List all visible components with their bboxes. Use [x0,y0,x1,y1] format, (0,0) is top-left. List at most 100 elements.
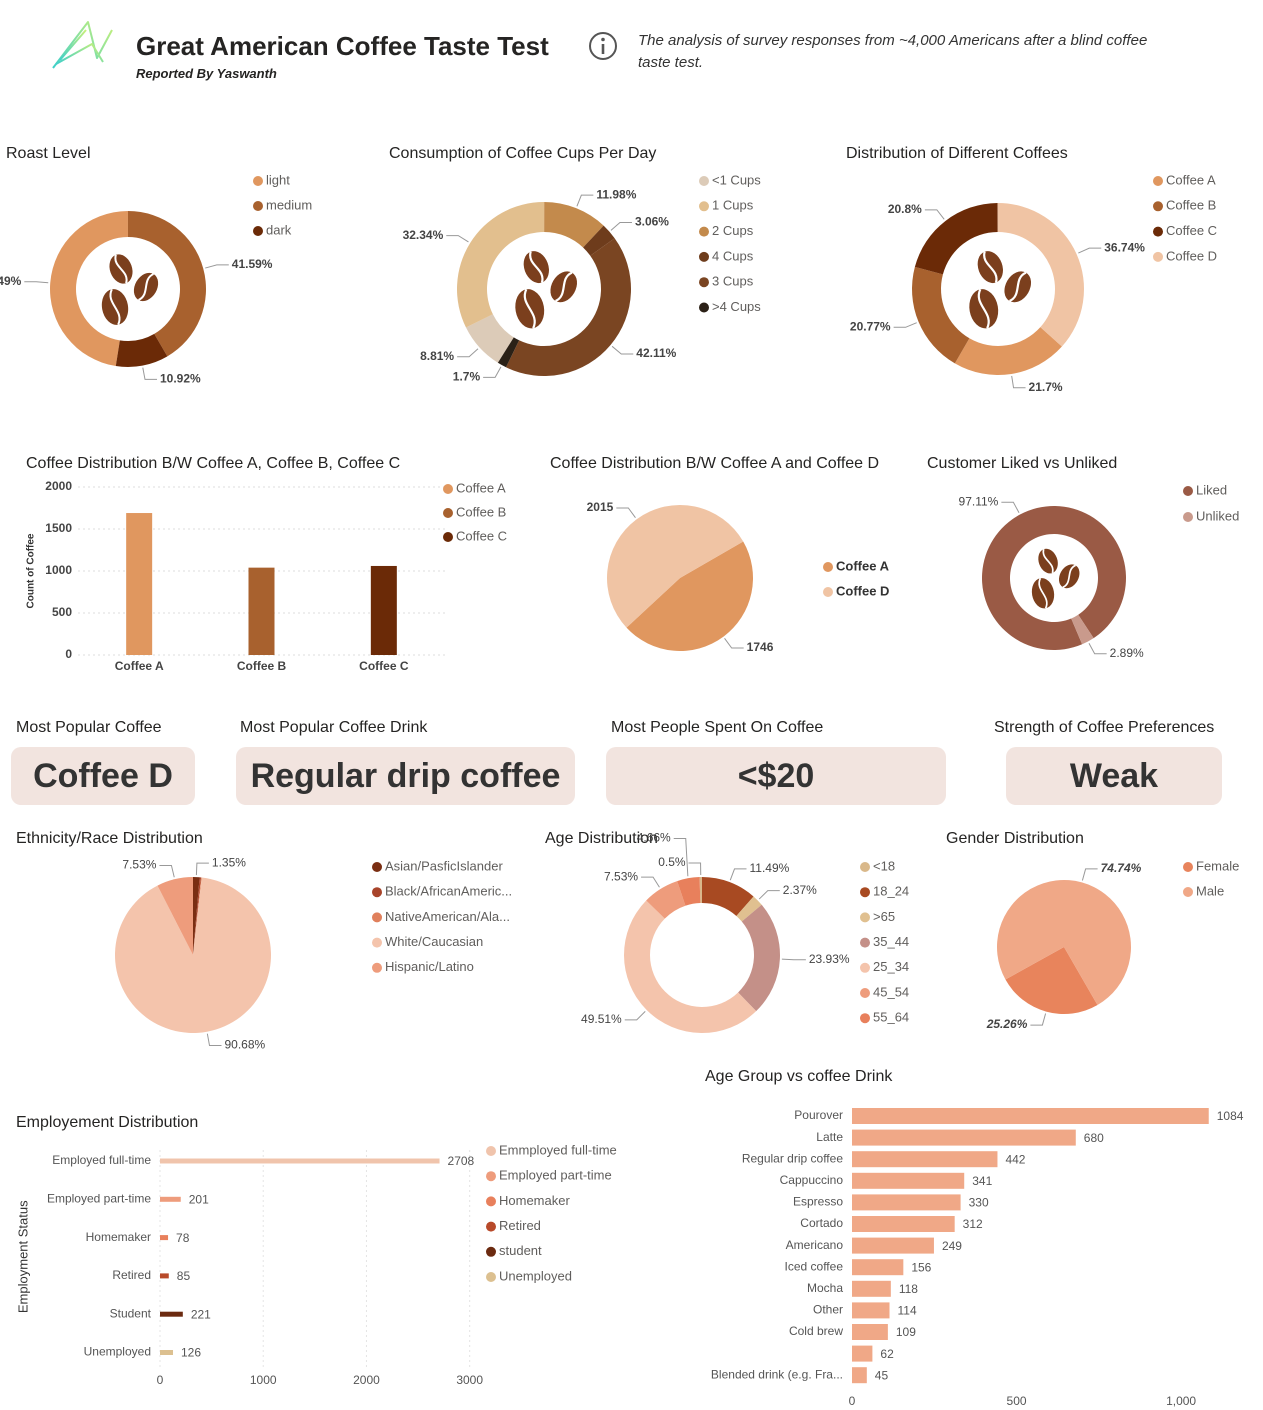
data-label: 2708 [448,1154,475,1168]
coffee-bean-icon [1058,564,1080,589]
chart-title: Coffee Distribution B/W Coffee A and Cof… [550,455,879,472]
x-tick-label: 500 [1007,1394,1027,1408]
legend-marker [860,988,870,998]
legend-marker [860,937,870,948]
legend-label: 45_54 [873,984,909,999]
slice [193,877,202,955]
x-tick-label: Coffee C [359,659,409,673]
x-tick-label: Coffee B [237,659,287,673]
chart-title: Ethnicity/Race Distribution [16,830,203,847]
data-label: 1746 [747,640,774,654]
slice [699,877,703,904]
card: Coffee D [11,747,195,805]
leader-line [205,264,229,269]
y-tick-label: Unemployed [84,1345,151,1359]
legend-label: Black/AfricanAmeric... [385,884,512,899]
legend-label: Coffee D [836,583,889,598]
bar [160,1273,169,1279]
legend-label: Coffee B [1166,198,1216,213]
data-label: 10.92% [160,372,201,386]
bar [160,1350,174,1355]
card-value: Coffee D [33,756,173,795]
data-label: 78 [176,1231,190,1245]
data-label: 330 [969,1196,989,1210]
data-label: 11.49% [749,861,789,875]
data-label: 41.59% [232,257,273,271]
chart-title: Customer Liked vs Unliked [927,455,1117,472]
legend-marker [860,862,870,872]
page-subtitle: Reported By Yaswanth [136,66,277,81]
legend-label: 3 Cups [712,274,754,289]
legend-marker [486,1196,496,1207]
leader-line [142,367,158,380]
data-label: 23.93% [809,952,850,966]
bar [852,1216,955,1232]
legend-marker [486,1272,496,1282]
data-label: 8.81% [420,349,454,363]
logo [52,21,113,69]
slice [49,211,128,367]
legend-marker [1183,512,1193,522]
slice [114,877,271,1033]
legend-label: <18 [873,858,895,873]
slice [544,202,604,248]
data-label: 20.77% [850,319,891,333]
x-tick-label: 0 [849,1394,856,1408]
bar [852,1151,998,1168]
slice [127,211,206,357]
legend-label: light [266,172,290,187]
slice [736,896,762,922]
bean-crease [109,288,121,326]
data-label: 221 [191,1307,211,1321]
legend-marker [253,176,263,186]
leader-line [206,1033,222,1047]
y-tick-label: Retired [112,1268,151,1282]
legend-label: Coffee C [1166,223,1217,238]
legend-marker [699,226,709,237]
legend-marker [443,484,453,494]
legend-marker [486,1246,496,1257]
bean-crease [1062,564,1077,589]
legend-marker [486,1146,496,1156]
coffee-bean-icon [101,288,129,326]
bar [852,1280,891,1297]
legend-label: 1 Cups [712,198,754,213]
data-label: 442 [1005,1152,1025,1166]
legend-marker [699,201,709,212]
data-label: 47.49% [0,274,22,288]
data-label: 32.34% [403,228,444,242]
data-label: 109 [896,1325,916,1339]
data-label: 114 [898,1304,917,1318]
leader-line [673,837,689,877]
slice [623,900,757,1034]
card-title: Most Popular Coffee Drink [240,719,428,736]
coffee-bean-icon [977,251,1003,284]
slice [954,327,1062,375]
chart-title: Employement Distribution [16,1114,198,1131]
bean-crease [529,251,544,283]
data-label: 45 [875,1368,889,1382]
bar [852,1345,873,1362]
coffee-bean-icon [523,251,549,284]
x-tick-label: 0 [157,1373,164,1387]
slice [465,314,514,363]
leader-line [611,345,634,355]
bar [852,1129,1076,1146]
legend-marker [823,562,833,572]
data-label: 3.06% [635,215,669,229]
bar [248,567,275,655]
legend-label: 18_24 [873,884,909,899]
bar [160,1196,181,1202]
data-label: 1084 [1217,1109,1244,1123]
legend-label: Unemployed [499,1268,572,1283]
chart-title: Roast Level [6,145,91,162]
legend-marker [253,226,263,236]
legend-label: Coffee D [1166,248,1217,263]
slice [997,880,1131,1006]
legend-label: Liked [1196,482,1227,497]
legend-marker [372,862,382,872]
slice [646,881,686,919]
legend-label: White/Caucasian [385,934,483,949]
y-tick-label: Espresso [793,1195,843,1209]
legend-marker [823,587,833,597]
